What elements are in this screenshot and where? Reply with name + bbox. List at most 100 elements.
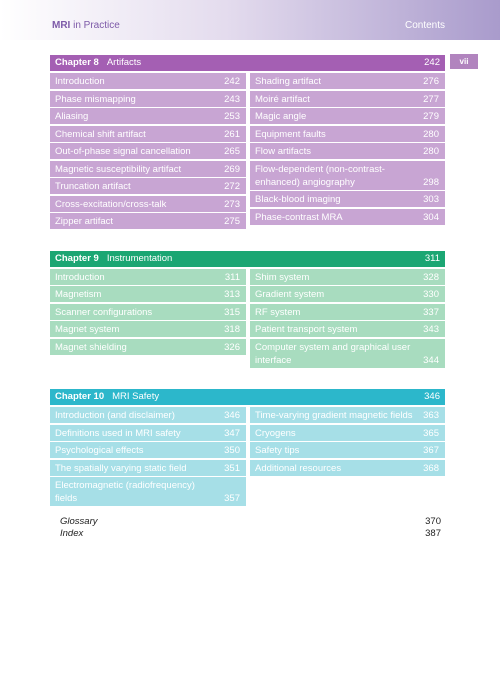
entry-page: 367 [423,445,439,456]
entry: Gradient system 330 [250,286,445,302]
chapter: Chapter 10 MRI Safety 346 Introduction (and… [50,389,445,508]
section-title: Contents [404,20,445,31]
entry: Cross-excitation/cross-talk 273 [50,195,246,212]
entry-title: Safety tips [255,445,300,456]
columns: Introduction (and disclaimer) 346 Definiti… [50,407,445,508]
entry: Safety tips 367 [250,442,445,458]
entry-page: 315 [224,306,240,318]
entry-page: 280 [423,146,439,157]
entry-title: Additional resources [255,462,342,474]
contents: Chapter 8 Artifacts 242 Introduction 242 Phas… [50,55,445,528]
chapter: Chapter 8 Artifacts 242 Introduction 242 Phas… [50,55,445,231]
chapter-page: 242 [424,57,440,68]
entry: Computer system and graphical user inter… [250,338,445,368]
entry: Out-of-phase signal cancellation 265 [50,143,246,159]
entry-title: Moiré artifact [255,93,310,105]
chapter-header: Chapter 8 Artifacts 242 [50,55,445,71]
chapter-label: Chapter 8 [55,57,99,68]
entry: Time-varying gradient magnetic fields 363 [250,407,445,423]
entry-page: 357 [224,493,240,504]
chapter-page: 346 [424,391,440,402]
entry-page: 273 [224,198,240,210]
entry-title: Black-blood imaging [255,194,341,205]
entry: Moiré artifact 277 [250,90,445,107]
entry-page: 368 [423,462,439,474]
entry: Magic angle 279 [250,108,445,124]
entry-title: Cryogens [255,427,296,439]
chapter-page: 311 [424,252,440,264]
chapter-title: Artifacts [106,57,142,68]
entry-title: Magnet shielding [55,341,127,353]
entry-page: 272 [224,181,240,192]
entry-page: 330 [423,289,439,300]
entry: RF system 337 [250,303,445,320]
entry-title: Magnetic susceptibility artifact [55,163,182,175]
column: Introduction 242 Phase mismapping 243 Aliasi… [50,73,246,231]
entry-title: Electromagnetic (radiofrequency) fields [55,480,195,504]
chapter-heading: Chapter 10 MRI Safety [55,389,159,405]
entry-page: 350 [224,445,240,456]
entry-title: Out-of-phase signal cancellation [55,146,191,157]
entry-page: 304 [423,211,439,223]
entry-title: Aliasing [55,111,89,122]
chapter-title: MRI Safety [112,391,160,402]
entry-title: Patient transport system [255,324,358,335]
entry-title: Cross-excitation/cross-talk [55,198,167,210]
entry-title: Computer system and graphical user inter… [255,341,411,366]
entry-title: Phase mismapping [55,93,136,105]
entry-page: 276 [423,76,439,87]
entry-title: The spatially varying static field [55,462,187,474]
entry-title: Shim system [255,271,310,283]
entry-title: Equipment faults [255,128,326,140]
chapter-heading: Chapter 8 Artifacts [55,55,141,71]
entry: Equipment faults 280 [250,125,445,142]
chapter: Chapter 9 Instrumentation 311 Introduction 3… [50,250,445,370]
entry: Definitions used in MRI safety 347 [50,424,246,441]
entry-title: Introduction (and disclaimer) [55,410,175,421]
entry-title: RF system [255,306,301,318]
page-number: vii [450,54,478,69]
entry-page: 337 [423,306,439,318]
entry: Shading artifact 276 [250,73,445,89]
entry: Introduction 242 [50,73,246,89]
entry-title: Truncation artifact [55,181,131,192]
entry-title: Shading artifact [255,76,322,87]
entry: Zipper artifact 275 [50,213,246,229]
entry: Magnet shielding 326 [50,338,246,355]
entry-page: 279 [423,111,439,122]
entry-title: Flow-dependent (non-contrast-enhanced) a… [255,163,385,188]
entry: Chemical shift artifact 261 [50,125,246,142]
entry-page: 303 [423,194,439,205]
entry-title: Zipper artifact [55,216,114,227]
chapter-heading: Chapter 9 Instrumentation [55,251,172,267]
entry-page: 275 [224,216,240,227]
entry-title: Introduction [55,271,105,283]
column: Introduction (and disclaimer) 346 Definiti… [50,407,246,508]
entry-title: Introduction [55,76,105,87]
entry-page: 363 [423,410,439,421]
back-matter: Glossary 370 Index 387 [60,516,441,540]
column: Shim system 328 Gradient system 330 RF syste… [250,268,445,370]
chapter-label: Chapter 9 [55,252,99,264]
chapter-label: Chapter 10 [55,391,105,402]
entry: Scanner configurations 315 [50,303,246,320]
entry-title: Magic angle [255,111,307,122]
entry: Flow-dependent (non-contrast-enhanced) a… [250,160,445,190]
entry-page: 365 [423,427,439,439]
entry: Electromagnetic (radiofrequency) fields 3… [50,477,246,506]
entry-page: 280 [423,128,439,140]
entry-title: Magnet system [55,324,120,335]
columns: Introduction 242 Phase mismapping 243 Aliasi… [50,73,445,231]
chapter-header: Chapter 9 Instrumentation 311 [50,250,445,267]
entry-title: Definitions used in MRI safety [55,427,181,439]
back-entry: Index 387 [60,528,441,540]
entry-page: 269 [224,163,240,175]
entry-title: Flow artifacts [255,146,311,157]
entry: Magnetism 313 [50,286,246,302]
back-entry: Glossary 370 [60,516,441,528]
entry-page: 253 [224,111,240,122]
entry-page: 277 [423,93,439,105]
entry-page: 346 [224,410,240,421]
back-title: Glossary [60,516,98,527]
entry-page: 343 [423,324,439,335]
